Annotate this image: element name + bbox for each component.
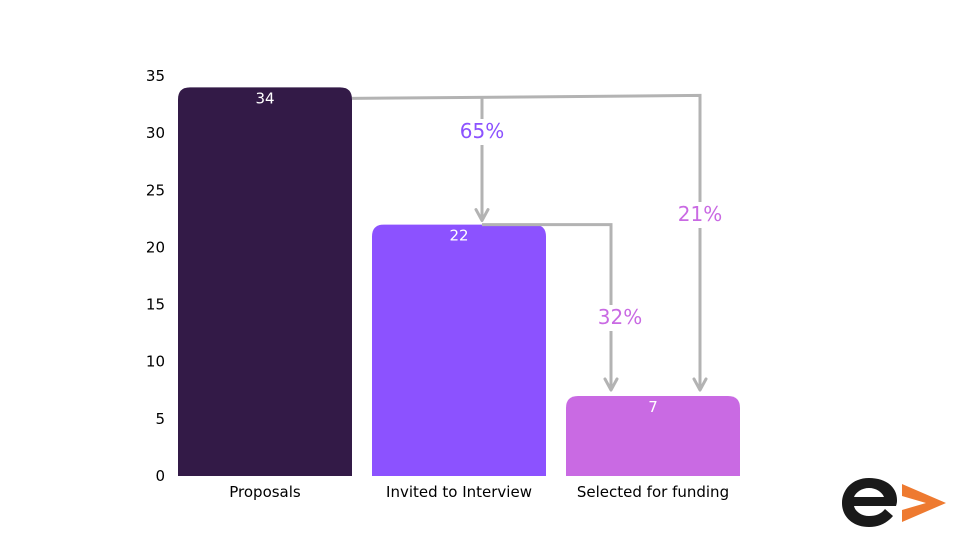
bars (178, 87, 740, 476)
y-tick-label: 30 (146, 124, 165, 142)
y-tick-label: 25 (146, 181, 165, 199)
flow-arrows (351, 93, 726, 392)
annotation-background (674, 202, 726, 228)
y-tick-label: 35 (146, 67, 165, 85)
y-tick-label: 10 (146, 353, 165, 371)
conversion-percent-label: 65% (460, 119, 504, 143)
y-tick-label: 15 (146, 296, 165, 314)
category-label: Invited to Interview (386, 483, 532, 501)
conversion-percent-label: 21% (678, 202, 722, 226)
bar-value-label: 34 (255, 89, 274, 107)
category-label: Selected for funding (577, 483, 729, 501)
arrow-head (692, 377, 708, 392)
bar-value-label: 7 (648, 398, 658, 416)
labels: 34 Proposals 22 Invited to Interview 7 Select… (229, 89, 729, 501)
bar-selected-for-funding (566, 396, 740, 476)
flow-interview-to-funding (482, 223, 613, 388)
annotation-background (594, 305, 646, 331)
y-tick-label: 5 (155, 410, 165, 428)
conversion-percent-label: 32% (598, 305, 642, 329)
bar-proposals (178, 87, 352, 476)
arrow-head (603, 377, 619, 392)
y-axis: 0 5 10 15 20 25 30 35 (146, 67, 165, 485)
bar-value-label: 22 (449, 227, 468, 245)
category-label: Proposals (229, 483, 301, 501)
y-tick-label: 0 (155, 467, 165, 485)
y-tick-label: 20 (146, 238, 165, 256)
annotation-background (456, 119, 508, 145)
flow-proposals-to-funding (351, 93, 702, 388)
arrow-head (474, 208, 490, 223)
bar-invited-to-interview (372, 224, 546, 476)
e-arrow-logo-icon (842, 478, 946, 527)
